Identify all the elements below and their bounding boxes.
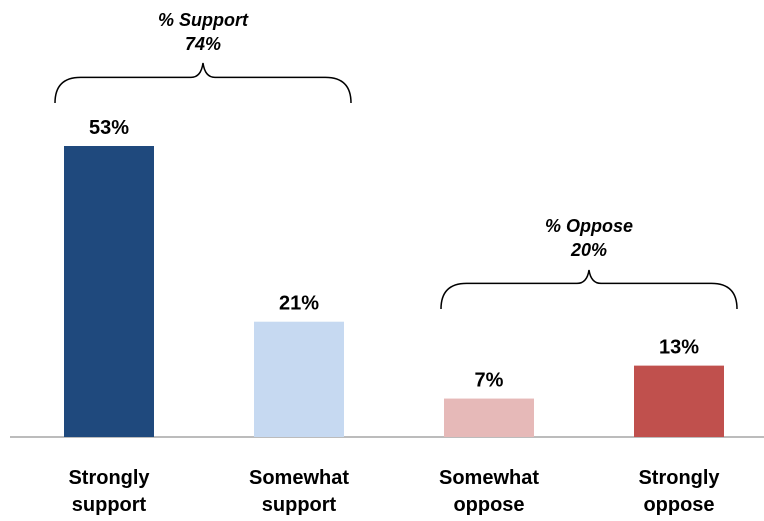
category-label-0: Strongly support <box>68 467 150 516</box>
bar-0 <box>64 146 154 437</box>
category-label-3: Strongly oppose <box>638 467 720 516</box>
value-label-2: 7% <box>475 370 504 392</box>
group-title-0: % Support <box>158 10 249 30</box>
value-label-1: 21% <box>279 293 319 315</box>
group-bracket-1 <box>440 269 738 310</box>
category-label-2: Somewhat oppose <box>439 467 539 516</box>
group-bracket-0 <box>54 62 352 104</box>
value-label-3: 13% <box>659 337 699 359</box>
value-label-0: 53% <box>89 117 129 139</box>
category-label-1: Somewhat support <box>249 467 349 516</box>
group-title-1: % Oppose <box>545 216 633 236</box>
group-value-0: 74% <box>185 34 221 54</box>
bar-2 <box>444 398 534 437</box>
bar-1 <box>254 321 344 437</box>
bar-3 <box>634 365 724 437</box>
group-value-1: 20% <box>570 240 607 260</box>
